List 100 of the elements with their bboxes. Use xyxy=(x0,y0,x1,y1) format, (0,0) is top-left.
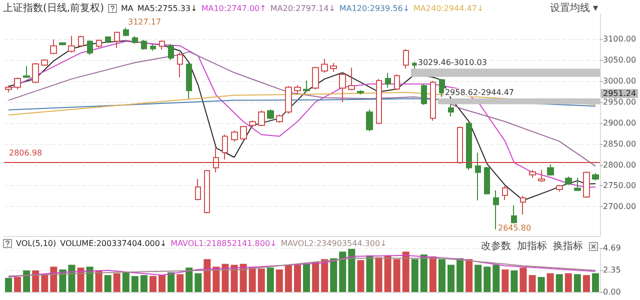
bar xyxy=(140,275,148,292)
bar xyxy=(492,264,500,292)
candlestick xyxy=(276,114,283,124)
text: MA5:2755.33↓ xyxy=(137,4,198,12)
candlestick xyxy=(339,72,346,102)
candlestick xyxy=(285,86,292,114)
text: VOLUME:200337404.000↓ xyxy=(60,239,167,248)
annotation: 换指标 xyxy=(553,240,583,253)
bar xyxy=(520,268,527,292)
bar xyxy=(375,257,382,292)
bar xyxy=(546,273,554,292)
bar xyxy=(68,264,76,292)
y-tick-label: 3100.00 xyxy=(603,34,636,44)
bar xyxy=(276,269,283,292)
candlestick xyxy=(403,48,409,69)
y-tick-label: 4.69 xyxy=(603,244,621,252)
annotation: 3127.17 xyxy=(128,18,162,26)
bar xyxy=(122,272,130,292)
bar xyxy=(168,272,175,292)
candlestick xyxy=(141,39,147,50)
bar xyxy=(420,254,428,292)
candlestick xyxy=(68,35,75,54)
candlestick xyxy=(258,110,265,127)
text: MAVOL1:218852141.800↓ xyxy=(170,239,277,248)
candlestick xyxy=(475,152,481,201)
bar xyxy=(502,269,509,292)
bar xyxy=(59,269,66,292)
candlestick xyxy=(493,190,499,230)
candlestick xyxy=(394,74,400,91)
candlestick xyxy=(186,62,192,100)
y-tick-label: 2.35 xyxy=(603,265,621,274)
candlestick xyxy=(421,83,427,106)
bar xyxy=(574,274,581,292)
bar xyxy=(538,276,545,292)
bar xyxy=(330,258,338,292)
legend-title: MA xyxy=(120,4,134,12)
candlestick xyxy=(195,178,201,201)
y-tick-label: 2800.00 xyxy=(603,160,636,170)
bar xyxy=(339,252,346,292)
candlestick xyxy=(538,169,545,182)
candlestick xyxy=(96,39,102,48)
bar xyxy=(248,268,256,292)
bar xyxy=(104,275,112,292)
bar xyxy=(384,255,392,292)
ref-line-label: 2806.98 xyxy=(9,148,42,158)
candlestick xyxy=(159,40,165,50)
y-tick-label: 2700.00 xyxy=(603,202,636,212)
candlestick xyxy=(114,31,120,48)
y-tick-label: 2950.00 xyxy=(603,97,636,106)
bar xyxy=(222,264,229,292)
bar xyxy=(266,268,274,292)
candlestick xyxy=(231,130,238,142)
candlestick xyxy=(168,44,174,61)
bar xyxy=(150,276,156,292)
bar xyxy=(348,248,356,292)
chart-title: 上证指数(日线,前复权) xyxy=(3,2,104,15)
bar xyxy=(564,273,572,292)
bar xyxy=(393,259,400,292)
bar xyxy=(258,268,265,292)
bar xyxy=(194,273,202,292)
candlestick xyxy=(294,84,301,94)
candlestick xyxy=(222,134,228,160)
y-tick-label: 2900.00 xyxy=(603,118,636,128)
candlestick xyxy=(430,80,436,122)
bar xyxy=(230,264,238,292)
candlestick xyxy=(303,80,310,92)
bar xyxy=(41,274,48,292)
bar xyxy=(294,264,301,292)
y-tick-label: 0.00 xyxy=(603,288,621,296)
candlestick xyxy=(520,195,526,216)
bar xyxy=(456,258,464,292)
bar xyxy=(556,274,563,292)
candlestick xyxy=(574,177,581,192)
y-tick-label: 3050.00 xyxy=(603,56,636,65)
text: 2951.24 xyxy=(603,89,636,98)
annotation: 加指标 xyxy=(517,240,547,253)
candlestick xyxy=(5,85,12,93)
text: MA240:2944.47↓ xyxy=(414,4,484,12)
candlestick xyxy=(583,170,590,198)
candlestick xyxy=(511,204,517,224)
bar xyxy=(321,259,328,292)
bar xyxy=(158,275,166,292)
bar xyxy=(23,270,30,292)
candlestick xyxy=(23,65,30,78)
bar xyxy=(528,275,536,292)
bar xyxy=(204,259,211,292)
candlestick xyxy=(87,40,93,56)
bar xyxy=(312,262,320,292)
bar xyxy=(131,276,138,292)
candlestick xyxy=(565,176,572,186)
bar xyxy=(50,266,58,292)
bar xyxy=(212,266,220,292)
y-tick-label: 2750.00 xyxy=(603,181,636,190)
line-series xyxy=(8,51,596,167)
candlestick xyxy=(32,62,39,84)
candlestick xyxy=(330,62,337,72)
bar xyxy=(5,278,12,292)
candlestick xyxy=(150,44,156,52)
text: 设置均线 ▾ xyxy=(550,2,598,15)
bar xyxy=(176,274,184,292)
